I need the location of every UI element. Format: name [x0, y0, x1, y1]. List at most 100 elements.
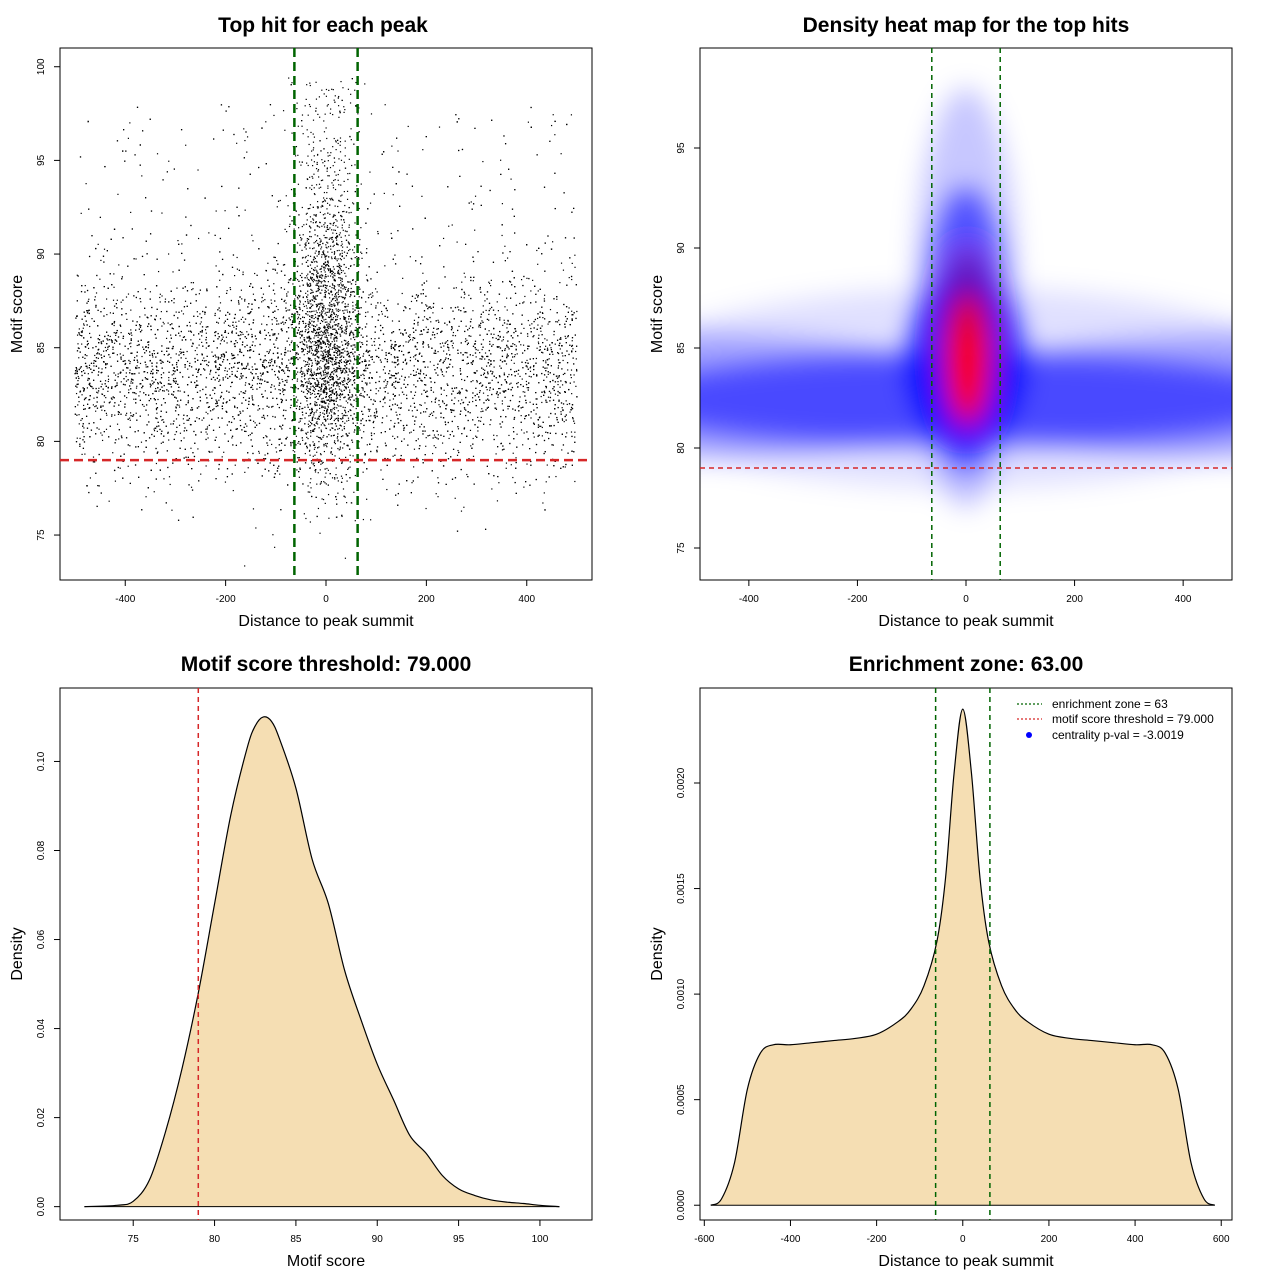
scatter-point [328, 399, 330, 401]
scatter-point [281, 378, 283, 381]
scatter-point [433, 434, 436, 436]
scatter-point [201, 353, 203, 355]
scatter-point [151, 306, 153, 309]
scatter-point [410, 405, 412, 407]
scatter-point [520, 344, 522, 346]
scatter-point [478, 391, 481, 394]
scatter-point [564, 237, 567, 239]
scatter-point [196, 417, 198, 419]
scatter-point [482, 305, 484, 307]
scatter-point [151, 354, 154, 356]
scatter-point [225, 410, 227, 413]
scatter-point [224, 376, 227, 378]
scatter-point [368, 419, 370, 422]
scatter-point [390, 232, 392, 235]
scatter-point [133, 295, 135, 297]
scatter-point [228, 227, 230, 230]
scatter-point [239, 351, 241, 353]
scatter-point [253, 420, 255, 422]
scatter-point [160, 442, 162, 444]
scatter-point [271, 360, 273, 362]
scatter-point [423, 426, 425, 428]
scatter-point [529, 367, 531, 369]
scatter-point [541, 435, 543, 437]
scatter-point [264, 338, 266, 340]
scatter-point [162, 361, 164, 364]
scatter-point [386, 415, 388, 417]
scatter-point [188, 417, 191, 420]
scatter-point [335, 369, 337, 371]
scatter-point [394, 366, 396, 368]
scatter-point [247, 434, 250, 437]
scatter-point [566, 432, 568, 434]
scatter-point [148, 421, 150, 423]
scatter-point [405, 341, 407, 343]
scatter-point [489, 365, 491, 367]
scatter-point [287, 375, 290, 378]
scatter-point [485, 399, 487, 401]
scatter-point [85, 183, 87, 185]
scatter-point [200, 374, 202, 376]
scatter-point [514, 232, 516, 234]
scatter-point [167, 431, 169, 433]
scatter-point [138, 372, 140, 374]
scatter-point [115, 303, 117, 305]
scatter-point [84, 408, 86, 410]
scatter-point [92, 456, 95, 458]
scatter-point [224, 331, 227, 333]
scatter-point [77, 380, 79, 382]
scatter-point [457, 428, 460, 430]
scatter-point [522, 444, 524, 446]
scatter-point [247, 312, 249, 315]
scatter-point [367, 415, 370, 417]
scatter-point [546, 401, 548, 403]
scatter-point [333, 402, 335, 405]
scatter-point [205, 465, 207, 467]
scatter-point [479, 352, 481, 354]
scatter-point [360, 422, 362, 425]
scatter-point [274, 546, 276, 548]
scatter-point [333, 441, 336, 444]
scatter-point [558, 319, 560, 321]
scatter-point [86, 365, 88, 367]
scatter-point [244, 565, 246, 567]
scatter-point [303, 384, 305, 386]
scatter-point [437, 496, 439, 498]
scatter-point [88, 398, 91, 401]
scatter-point [411, 295, 414, 297]
scatter-point [136, 365, 138, 367]
scatter-point [91, 318, 93, 320]
scatter-point [561, 418, 563, 420]
scatter-point [76, 368, 78, 370]
scatter-point [488, 281, 490, 283]
scatter-point [93, 369, 95, 372]
scatter-point [337, 439, 339, 441]
scatter-point [435, 446, 437, 449]
scatter-point [331, 361, 333, 363]
scatter-point [76, 386, 78, 388]
scatter-point [165, 502, 167, 504]
scatter-point [456, 454, 459, 456]
scatter-point [156, 417, 158, 420]
scatter-point [238, 334, 240, 337]
scatter-point [472, 380, 474, 382]
scatter-point [314, 298, 316, 300]
scatter-point [501, 340, 503, 342]
scatter-point [371, 292, 374, 294]
scatter-point [166, 450, 168, 452]
scatter-point [440, 369, 442, 371]
scatter-point [313, 462, 315, 464]
scatter-point [130, 415, 132, 417]
scatter-point [103, 307, 105, 310]
scatter-point [550, 392, 552, 394]
scatter-point [312, 218, 314, 220]
scatter-point [417, 380, 419, 382]
scatter-point [224, 481, 227, 483]
scatter-point [78, 333, 81, 335]
scatter-point [107, 348, 109, 350]
scatter-point [215, 361, 217, 364]
scatter-point [78, 357, 80, 359]
scatter-point [103, 248, 106, 250]
scatter-point [161, 295, 163, 297]
scatter-point [559, 392, 561, 394]
